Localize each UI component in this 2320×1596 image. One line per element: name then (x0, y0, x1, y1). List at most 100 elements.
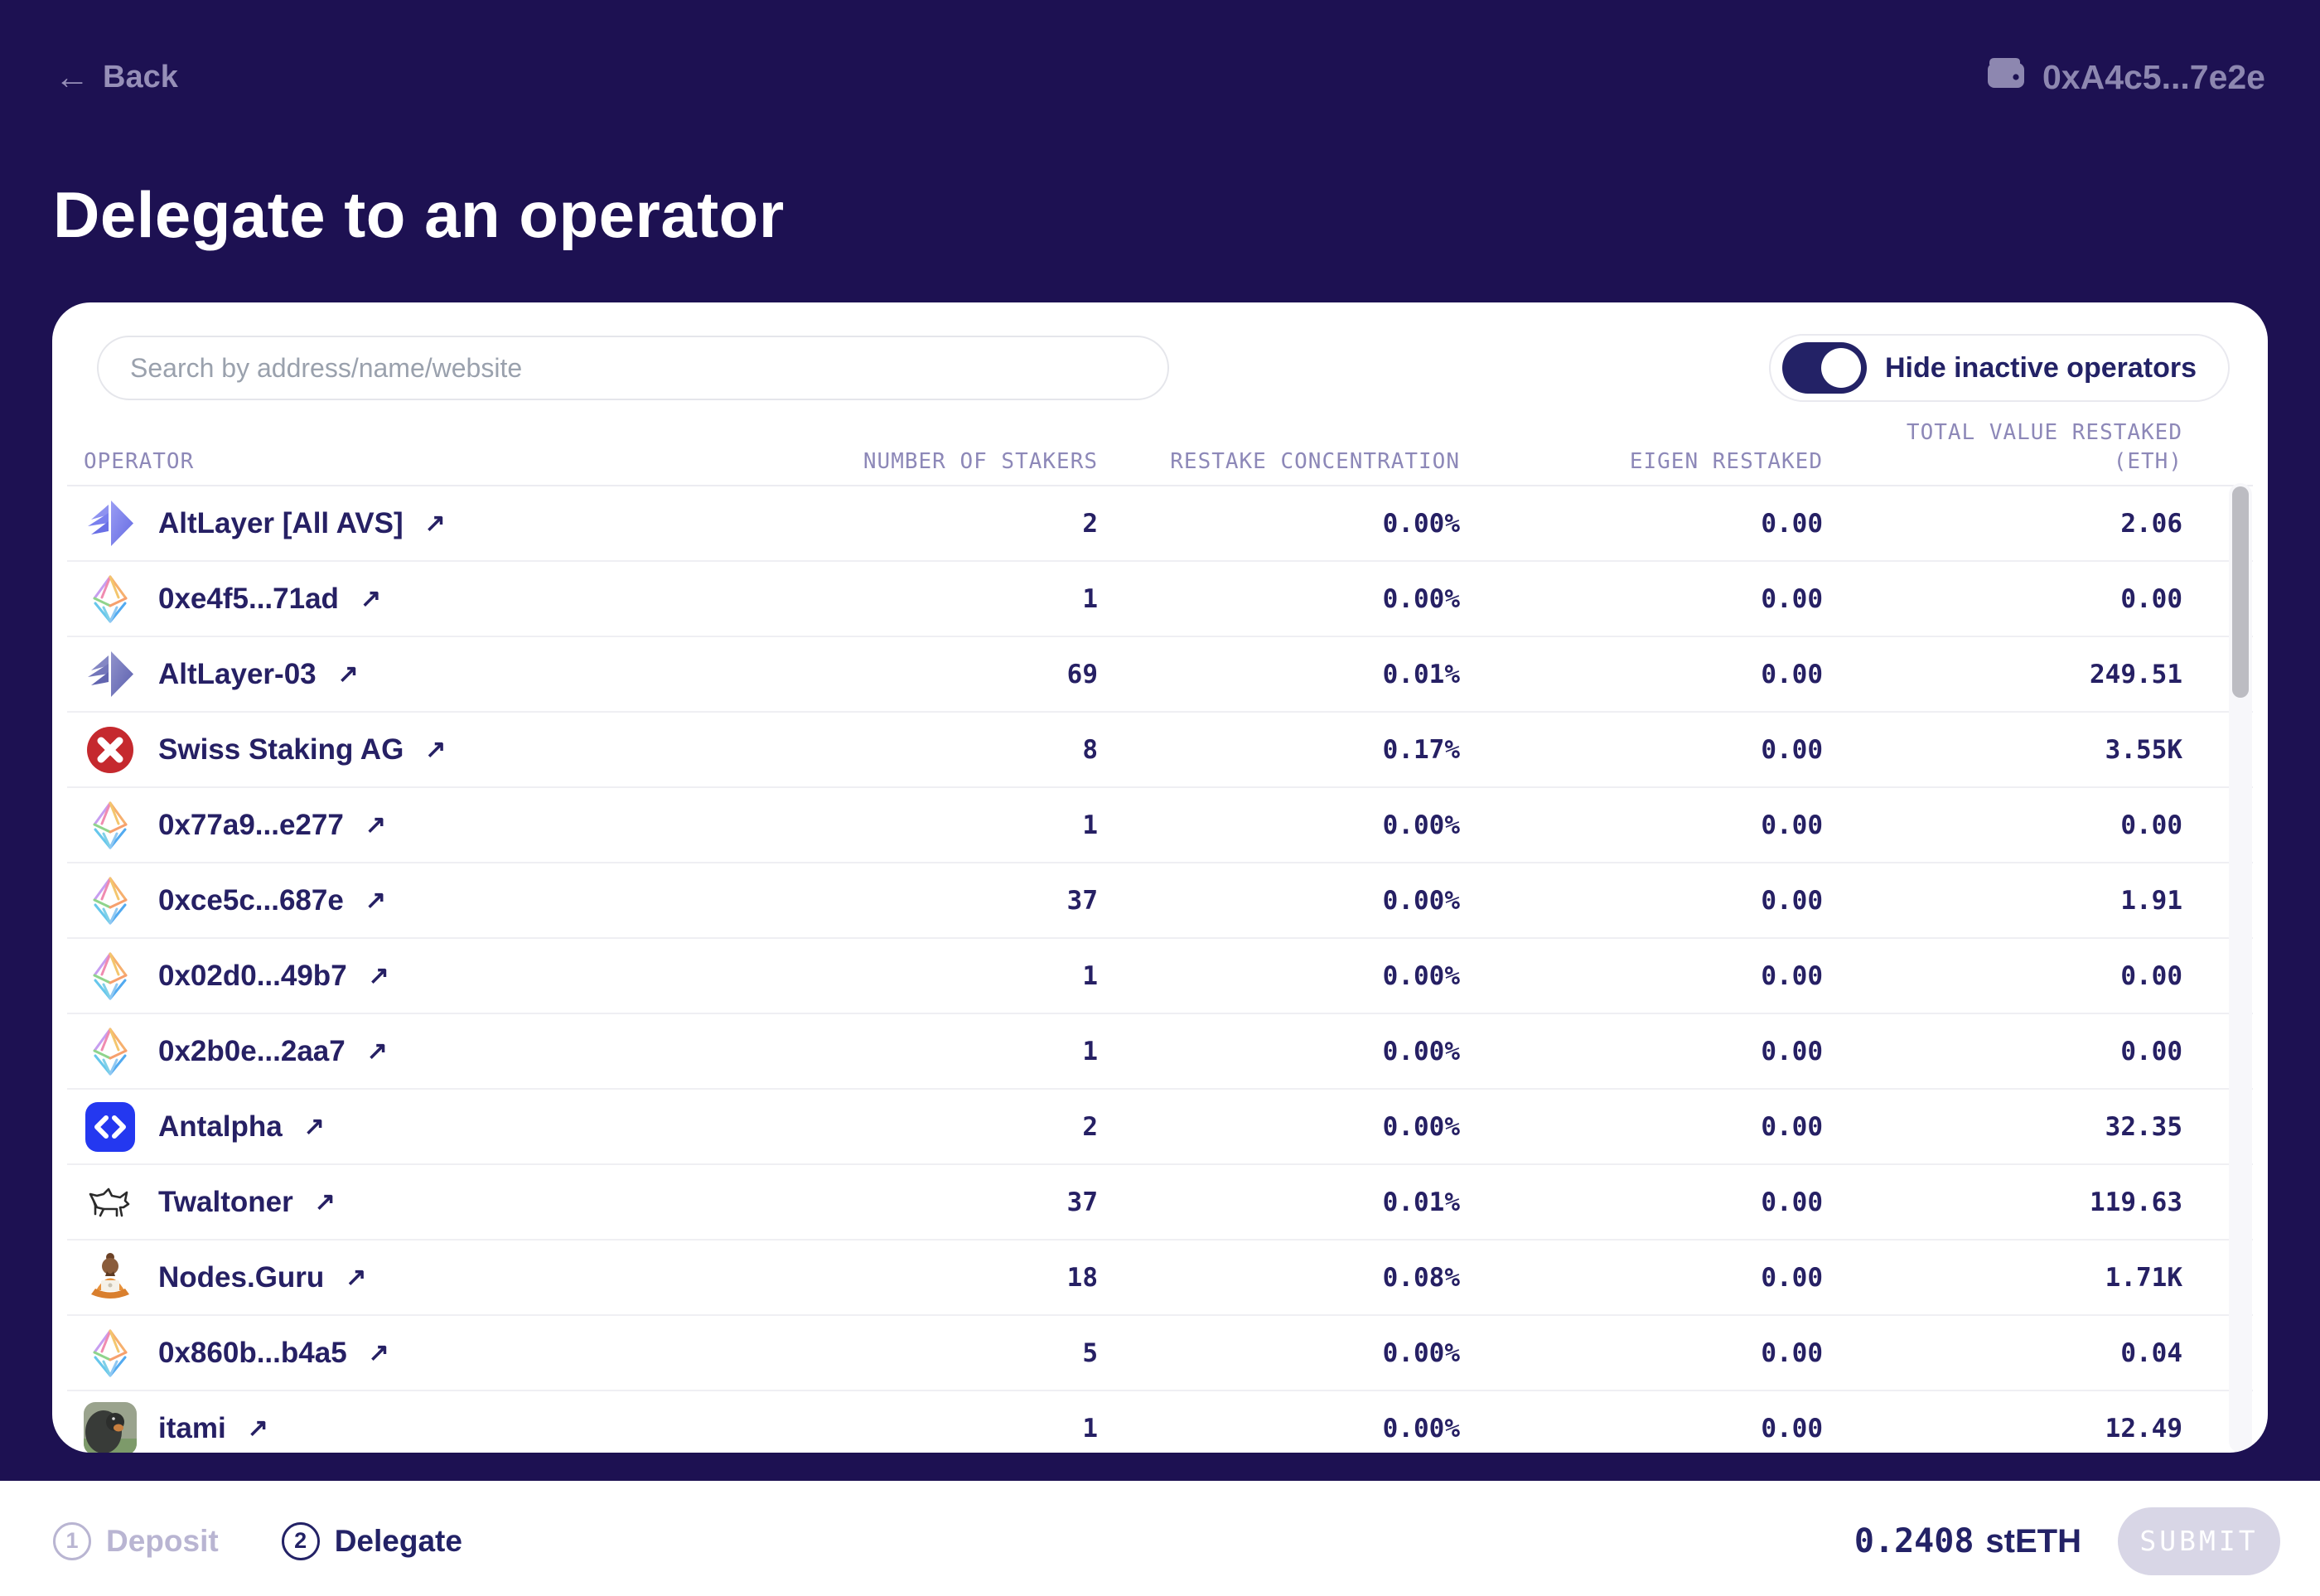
operator-cell: 0x2b0e...2aa7 ↗ (67, 1014, 813, 1088)
total-value: 0.00 (2120, 960, 2182, 991)
concentration-value: 0.17% (1382, 734, 1460, 765)
operator-row[interactable]: 0x860b...b4a5 ↗ 5 0.00% 0.00 0.04 (67, 1316, 2253, 1392)
operator-row[interactable]: 0x2b0e...2aa7 ↗ 1 0.00% 0.00 0.00 (67, 1014, 2253, 1091)
external-link-icon[interactable]: ↗ (346, 1264, 367, 1292)
table-body: AltLayer [All AVS] ↗ 2 0.00% 0.00 2.06 0… (67, 485, 2253, 1453)
operator-row[interactable]: Nodes.Guru ↗ 18 0.08% 0.00 1.71K (67, 1241, 2253, 1317)
operator-cell: itami ↗ (67, 1391, 813, 1453)
concentration-value: 0.00% (1382, 1413, 1460, 1444)
operator-row[interactable]: 0xce5c...687e ↗ 37 0.00% 0.00 1.91 (67, 863, 2253, 940)
wallet-address[interactable]: 0xA4c5...7e2e (1984, 55, 2265, 99)
topbar: ← Back 0xA4c5...7e2e (55, 55, 2265, 99)
stakers-value: 1 (1082, 583, 1098, 614)
stakers-value: 18 (1066, 1262, 1098, 1293)
eigen-value: 0.00 (1761, 583, 1823, 614)
altlayer-alt-icon (84, 648, 137, 701)
submit-button[interactable]: SUBMIT (2118, 1507, 2280, 1575)
wallet-icon (1984, 55, 2028, 99)
hide-inactive-toggle[interactable] (1781, 342, 1867, 394)
eigen-value: 0.00 (1761, 1413, 1823, 1444)
eigen-value: 0.00 (1761, 1187, 1823, 1217)
operator-cell: 0x02d0...49b7 ↗ (67, 939, 813, 1013)
external-link-icon[interactable]: ↗ (366, 1037, 388, 1066)
external-link-icon[interactable]: ↗ (247, 1415, 268, 1443)
concentration-value: 0.00% (1382, 583, 1460, 614)
external-link-icon[interactable]: ↗ (424, 510, 446, 538)
eigen-value: 0.00 (1761, 885, 1823, 916)
external-link-icon[interactable]: ↗ (337, 660, 359, 689)
operator-name: itami (158, 1411, 226, 1444)
concentration-value: 0.00% (1382, 960, 1460, 991)
operator-name: Twaltoner (158, 1185, 293, 1218)
external-link-icon[interactable]: ↗ (365, 811, 386, 839)
balance-display: 0.2408 stETH (1854, 1522, 2081, 1560)
step-deposit-label: Deposit (106, 1523, 219, 1558)
stakers-value: 2 (1082, 508, 1098, 539)
operator-cell: 0x77a9...e277 ↗ (67, 788, 813, 862)
total-value: 32.35 (2105, 1111, 2182, 1142)
operator-row[interactable]: 0x02d0...49b7 ↗ 1 0.00% 0.00 0.00 (67, 939, 2253, 1015)
twaltoner-icon (84, 1176, 137, 1229)
operator-row[interactable]: AltLayer [All AVS] ↗ 2 0.00% 0.00 2.06 (67, 486, 2253, 563)
eigen-value: 0.00 (1761, 508, 1823, 539)
total-value: 12.49 (2105, 1413, 2182, 1444)
external-link-icon[interactable]: ↗ (425, 736, 447, 764)
toggle-knob (1820, 348, 1861, 388)
operator-name: Swiss Staking AG (158, 733, 404, 766)
operator-row[interactable]: Twaltoner ↗ 37 0.01% 0.00 119.63 (67, 1165, 2253, 1241)
operator-row[interactable]: 0x77a9...e277 ↗ 1 0.00% 0.00 0.00 (67, 788, 2253, 864)
stakers-value: 1 (1082, 1413, 1098, 1444)
column-header-total-restaked: TOTAL VALUE RESTAKED (ETH) (1906, 420, 2182, 475)
column-header-concentration: RESTAKE CONCENTRATION (1170, 449, 1460, 475)
concentration-value: 0.00% (1382, 1036, 1460, 1066)
external-link-icon[interactable]: ↗ (368, 1339, 389, 1367)
total-value: 1.71K (2105, 1262, 2182, 1293)
page-title: Delegate to an operator (53, 178, 785, 251)
stakers-value: 1 (1082, 810, 1098, 840)
external-link-icon[interactable]: ↗ (303, 1113, 325, 1141)
wallet-address-text: 0xA4c5...7e2e (2042, 57, 2265, 96)
total-value: 0.00 (2120, 1036, 2182, 1066)
step-indicator: 1 Deposit 2 Delegate (53, 1521, 462, 1560)
eth-icon (84, 874, 137, 927)
operator-cell: 0xe4f5...71ad ↗ (67, 562, 813, 636)
concentration-value: 0.01% (1382, 659, 1460, 689)
step-deposit: 1 Deposit (53, 1521, 219, 1560)
external-link-icon[interactable]: ↗ (365, 887, 386, 915)
external-link-icon[interactable]: ↗ (360, 585, 382, 613)
operator-row[interactable]: AltLayer-03 ↗ 69 0.01% 0.00 249.51 (67, 637, 2253, 713)
external-link-icon[interactable]: ↗ (314, 1188, 336, 1216)
eigen-value: 0.00 (1761, 1111, 1823, 1142)
operator-row[interactable]: 0xe4f5...71ad ↗ 1 0.00% 0.00 0.00 (67, 562, 2253, 638)
back-label: Back (103, 59, 178, 94)
itami-icon (84, 1401, 137, 1453)
operator-cell: Nodes.Guru ↗ (67, 1241, 813, 1314)
step-delegate-label: Delegate (334, 1523, 462, 1558)
concentration-value: 0.00% (1382, 885, 1460, 916)
eth-icon (84, 573, 137, 626)
hide-inactive-chip[interactable]: Hide inactive operators (1768, 334, 2230, 402)
total-value: 0.00 (2120, 810, 2182, 840)
step-deposit-number: 1 (53, 1521, 91, 1560)
operator-row[interactable]: itami ↗ 1 0.00% 0.00 12.49 (67, 1391, 2253, 1453)
total-value: 3.55K (2105, 734, 2182, 765)
operator-row[interactable]: Antalpha ↗ 2 0.00% 0.00 32.35 (67, 1090, 2253, 1166)
concentration-value: 0.08% (1382, 1262, 1460, 1293)
operator-cell: 0xce5c...687e ↗ (67, 863, 813, 937)
operator-name: 0x77a9...e277 (158, 808, 344, 841)
table-scrollbar-track[interactable] (2229, 483, 2252, 1453)
total-value: 249.51 (2090, 659, 2182, 689)
search-input[interactable] (97, 336, 1169, 400)
eth-icon (84, 1025, 137, 1078)
eigen-value: 0.00 (1761, 734, 1823, 765)
operator-row[interactable]: Swiss Staking AG ↗ 8 0.17% 0.00 3.55K (67, 713, 2253, 789)
back-button[interactable]: ← Back (55, 60, 178, 95)
altlayer-icon (84, 497, 137, 550)
eigen-value: 0.00 (1761, 1337, 1823, 1368)
step-delegate-number: 2 (281, 1521, 320, 1560)
external-link-icon[interactable]: ↗ (368, 962, 389, 990)
table-scrollbar-thumb[interactable] (2232, 486, 2249, 698)
total-value: 119.63 (2090, 1187, 2182, 1217)
table-header: OPERATOR NUMBER OF STAKERS RESTAKE CONCE… (67, 418, 2253, 485)
operator-cell: Antalpha ↗ (67, 1090, 813, 1163)
